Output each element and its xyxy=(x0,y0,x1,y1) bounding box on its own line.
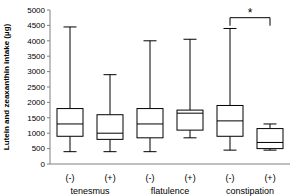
svg-text:(+): (+) xyxy=(184,173,195,183)
svg-text:constipation: constipation xyxy=(226,186,274,196)
svg-text:Lutein and zeaxanthin intake (: Lutein and zeaxanthin intake (µg) xyxy=(8,23,11,150)
svg-text:3500: 3500 xyxy=(27,52,45,61)
svg-text:(-): (-) xyxy=(226,173,235,183)
svg-text:4500: 4500 xyxy=(27,21,45,30)
svg-text:1000: 1000 xyxy=(27,129,45,138)
svg-text:(+): (+) xyxy=(264,173,275,183)
svg-text:0: 0 xyxy=(41,160,46,169)
svg-text:1500: 1500 xyxy=(27,114,45,123)
svg-text:5000: 5000 xyxy=(27,6,45,15)
svg-text:flatulence: flatulence xyxy=(151,186,190,196)
svg-text:3000: 3000 xyxy=(27,67,45,76)
svg-text:500: 500 xyxy=(32,144,46,153)
svg-text:(+): (+) xyxy=(104,173,115,183)
svg-text:(-): (-) xyxy=(66,173,75,183)
svg-text:(-): (-) xyxy=(146,173,155,183)
svg-text:4000: 4000 xyxy=(27,37,45,46)
svg-text:tenesmus: tenesmus xyxy=(70,186,110,196)
svg-text:2500: 2500 xyxy=(27,83,45,92)
svg-text:*: * xyxy=(248,6,253,20)
svg-text:2000: 2000 xyxy=(27,98,45,107)
